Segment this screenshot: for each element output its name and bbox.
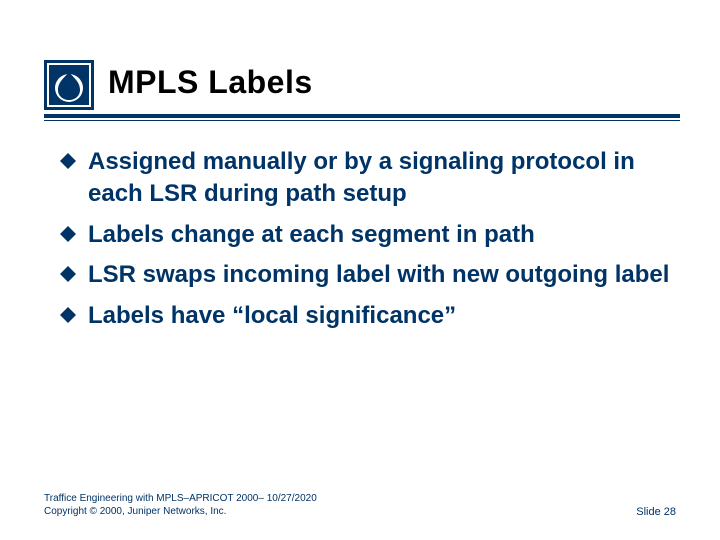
title-rule-thick (44, 114, 680, 118)
bullet-text: Assigned manually or by a signaling prot… (88, 146, 670, 211)
bullet-text: Labels have “local significance” (88, 300, 456, 332)
bullet-text: Labels change at each segment in path (88, 219, 535, 251)
diamond-bullet-icon (60, 226, 76, 242)
slide-header: MPLS Labels (0, 60, 720, 128)
bullet-text: LSR swaps incoming label with new outgoi… (88, 259, 669, 291)
slide: MPLS Labels Assigned manually or by a si… (0, 0, 720, 540)
list-item: LSR swaps incoming label with new outgoi… (60, 259, 670, 291)
slide-number: Slide 28 (636, 506, 676, 518)
footer-left: Traffice Engineering with MPLS–APRICOT 2… (44, 492, 317, 518)
list-item: Assigned manually or by a signaling prot… (60, 146, 670, 211)
slide-footer: Traffice Engineering with MPLS–APRICOT 2… (44, 492, 676, 518)
footer-line-1: Traffice Engineering with MPLS–APRICOT 2… (44, 492, 317, 505)
list-item: Labels have “local significance” (60, 300, 670, 332)
brand-logo (44, 60, 94, 110)
bullet-list: Assigned manually or by a signaling prot… (60, 146, 670, 340)
slide-title: MPLS Labels (108, 64, 313, 101)
diamond-bullet-icon (60, 153, 76, 169)
list-item: Labels change at each segment in path (60, 219, 670, 251)
footer-line-2: Copyright © 2000, Juniper Networks, Inc. (44, 505, 317, 518)
diamond-bullet-icon (60, 266, 76, 282)
title-rule-thin (44, 120, 680, 121)
diamond-bullet-icon (60, 307, 76, 323)
